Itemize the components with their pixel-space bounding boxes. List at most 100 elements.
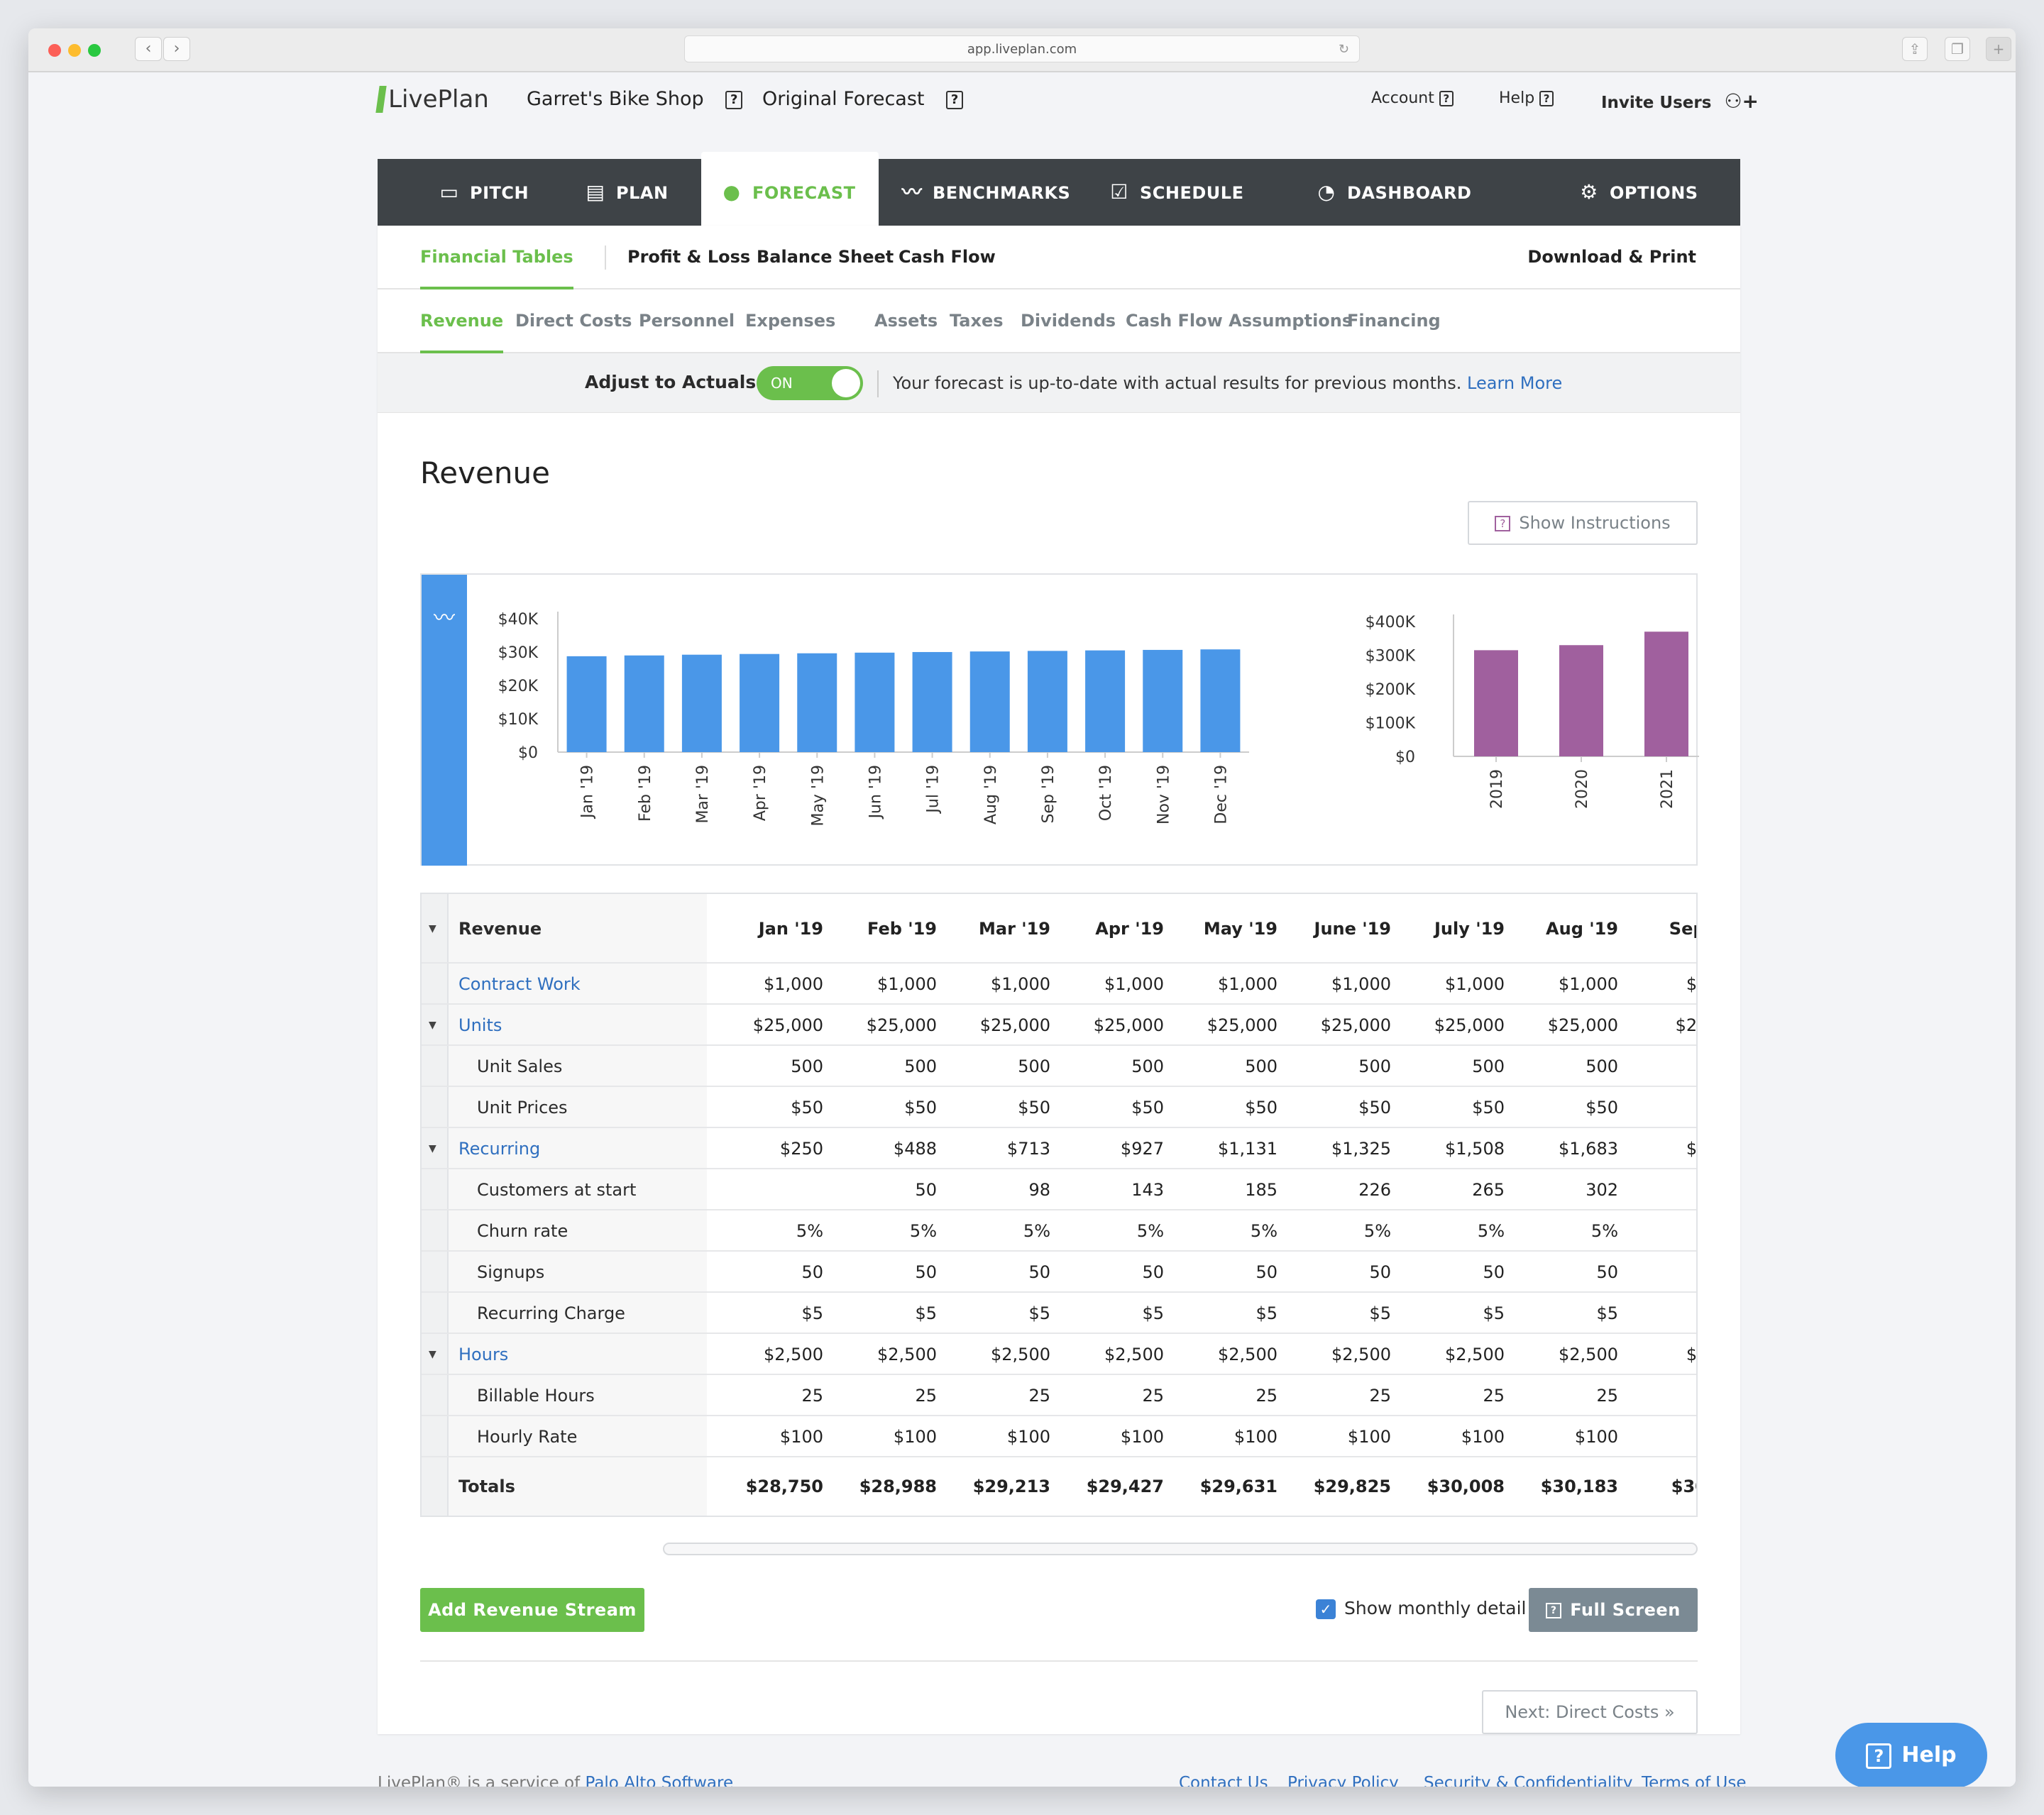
full-screen-label: Full Screen — [1570, 1600, 1681, 1620]
instructions-icon: ? — [1495, 516, 1511, 531]
maximize-window-button[interactable] — [88, 44, 101, 57]
footer-contact-link[interactable]: Contact Us — [1179, 1774, 1268, 1787]
expand-row-icon[interactable]: ▼ — [429, 1349, 436, 1360]
chart-bar — [912, 651, 952, 752]
table-row: Unit Sales 500 500 500 500 500 500 500 500 — [422, 1046, 1696, 1087]
subnav-balance-sheet[interactable]: Balance Sheet — [757, 247, 894, 267]
expand-row-icon[interactable]: ▼ — [429, 1020, 436, 1031]
tab-taxes[interactable]: Taxes — [950, 311, 1004, 331]
table-cell: $100 — [1461, 1427, 1505, 1447]
add-revenue-stream-button[interactable]: Add Revenue Stream — [420, 1588, 644, 1632]
table-cell: $25,000 — [752, 1015, 823, 1035]
footer-privacy-link[interactable]: Privacy Policy — [1287, 1774, 1399, 1787]
chart-bar — [1474, 650, 1518, 756]
nav-benchmarks[interactable]: 〰 BENCHMARKS — [900, 159, 1070, 226]
table-cell: $1,000 — [877, 974, 937, 994]
adjust-toggle[interactable]: ON — [757, 366, 863, 400]
full-screen-button[interactable]: ? Full Screen — [1529, 1588, 1698, 1632]
tab-revenue[interactable]: Revenue — [420, 311, 504, 353]
table-cell: $50 — [791, 1098, 823, 1118]
new-tab-icon[interactable]: + — [1986, 37, 2011, 61]
show-monthly-detail[interactable]: ✓ Show monthly detail — [1316, 1598, 1527, 1619]
table-cell: $25,000 — [866, 1015, 937, 1035]
learn-more-link[interactable]: Learn More — [1467, 373, 1563, 393]
tab-assets[interactable]: Assets — [874, 311, 938, 331]
tab-personnel[interactable]: Personnel — [639, 311, 735, 331]
tab-cash-flow-assumptions[interactable]: Cash Flow Assumptions — [1126, 311, 1353, 331]
row-label[interactable]: Units — [458, 1015, 502, 1035]
column-header: May '19 — [1203, 919, 1278, 939]
tab-direct-costs[interactable]: Direct Costs — [515, 311, 632, 331]
show-instructions-button[interactable]: ? Show Instructions — [1468, 501, 1698, 545]
download-print-link[interactable]: Download & Print — [1527, 247, 1696, 267]
minimize-window-button[interactable] — [68, 44, 81, 57]
next-direct-costs-button[interactable]: Next: Direct Costs » — [1482, 1690, 1698, 1734]
tab-dividends[interactable]: Dividends — [1021, 311, 1116, 331]
close-window-button[interactable] — [48, 44, 61, 57]
footer-terms-link[interactable]: Terms of Use — [1642, 1774, 1747, 1787]
footer-company-link[interactable]: Palo Alto Software — [585, 1774, 734, 1787]
table-cell: $5 — [801, 1303, 823, 1323]
subnav-profit-loss[interactable]: Profit & Loss — [627, 247, 751, 267]
tabs-icon[interactable]: ❐ — [1945, 37, 1970, 61]
table-scrollbar[interactable] — [663, 1543, 1698, 1555]
company-help-icon[interactable]: ? — [725, 90, 743, 109]
tab-expenses[interactable]: Expenses — [745, 311, 836, 331]
help-menu[interactable]: Help ? — [1499, 89, 1554, 107]
table-cell: $1,325 — [1331, 1139, 1391, 1159]
table-cell: $1,000 — [1331, 974, 1391, 994]
chart-bar — [1200, 649, 1241, 752]
subnav-financial-tables[interactable]: Financial Tables — [420, 247, 573, 289]
expand-row-icon[interactable]: ▼ — [429, 1143, 436, 1154]
row-label[interactable]: Recurring — [458, 1139, 541, 1159]
nav-pitch[interactable]: ▭ PITCH — [437, 159, 529, 226]
table-cell: $25,000 — [1434, 1015, 1505, 1035]
invite-users-button[interactable]: Invite Users ⚇+ — [1601, 89, 1759, 113]
address-bar[interactable]: app.liveplan.com ↻ — [684, 35, 1360, 62]
footer-security-link[interactable]: Security & Confidentiality — [1424, 1774, 1633, 1787]
logo[interactable]: LivePlan — [375, 85, 489, 121]
column-header: Feb '19 — [867, 919, 937, 939]
table-cell: 98 — [1028, 1180, 1050, 1200]
nav-forecast[interactable]: ● FORECAST — [701, 152, 879, 226]
content-card: Financial Tables Profit & Loss Balance S… — [378, 226, 1740, 1734]
reload-icon[interactable]: ↻ — [1338, 42, 1349, 57]
help-floating-button[interactable]: ? Help — [1835, 1723, 1987, 1787]
collapse-all-icon[interactable]: ▼ — [429, 923, 436, 934]
table-cell: 25 — [1142, 1386, 1164, 1406]
table-cell: 500 — [1358, 1057, 1391, 1076]
nav-options[interactable]: ⚙ OPTIONS — [1577, 159, 1698, 226]
table-cell: $1,000 — [1104, 974, 1164, 994]
company-name[interactable]: Garret's Bike Shop ? — [527, 88, 743, 110]
forecast-help-icon[interactable]: ? — [946, 90, 964, 109]
table-cell: $2,500 — [877, 1345, 937, 1364]
subnav-cash-flow[interactable]: Cash Flow — [899, 247, 996, 267]
forward-button[interactable]: › — [163, 37, 190, 61]
nav-options-label: OPTIONS — [1610, 183, 1698, 203]
forecast-name[interactable]: Original Forecast ? — [762, 88, 964, 110]
nav-dashboard[interactable]: ◔ DASHBOARD — [1314, 159, 1471, 226]
table-cell — [1607, 1293, 1696, 1334]
y-tick-label: $300K — [1366, 648, 1416, 666]
table-cell: $1,000 — [991, 974, 1050, 994]
table-cell: 500 — [1586, 1057, 1618, 1076]
row-label[interactable]: Contract Work — [458, 974, 581, 994]
table-cell: 5% — [1023, 1221, 1050, 1241]
back-button[interactable]: ‹ — [135, 37, 162, 61]
table-cell: 5% — [796, 1221, 823, 1241]
show-monthly-checkbox[interactable]: ✓ — [1316, 1599, 1336, 1619]
chart-canvas: $40K $30K $20K $10K $0 Jan '19 Feb '19 Mar '19 A… — [498, 611, 1699, 827]
adjust-message: Your forecast is up-to-date with actual … — [893, 373, 1462, 393]
table-cell: 5% — [1477, 1221, 1505, 1241]
y-tick-label: $10K — [498, 711, 539, 729]
nav-schedule[interactable]: ☑ SCHEDULE — [1107, 159, 1243, 226]
chart-sidebar[interactable]: 〰 — [422, 575, 467, 866]
table-cell: 25 — [915, 1386, 937, 1406]
help-icon: ? — [1539, 91, 1554, 106]
account-menu[interactable]: Account ? — [1371, 89, 1454, 107]
share-icon[interactable]: ⇪ — [1902, 37, 1928, 61]
nav-plan[interactable]: ▤ PLAN — [583, 159, 669, 226]
row-label[interactable]: Hours — [458, 1345, 509, 1364]
logo-text: LivePlan — [388, 85, 489, 114]
tab-financing[interactable]: Financing — [1347, 311, 1441, 331]
